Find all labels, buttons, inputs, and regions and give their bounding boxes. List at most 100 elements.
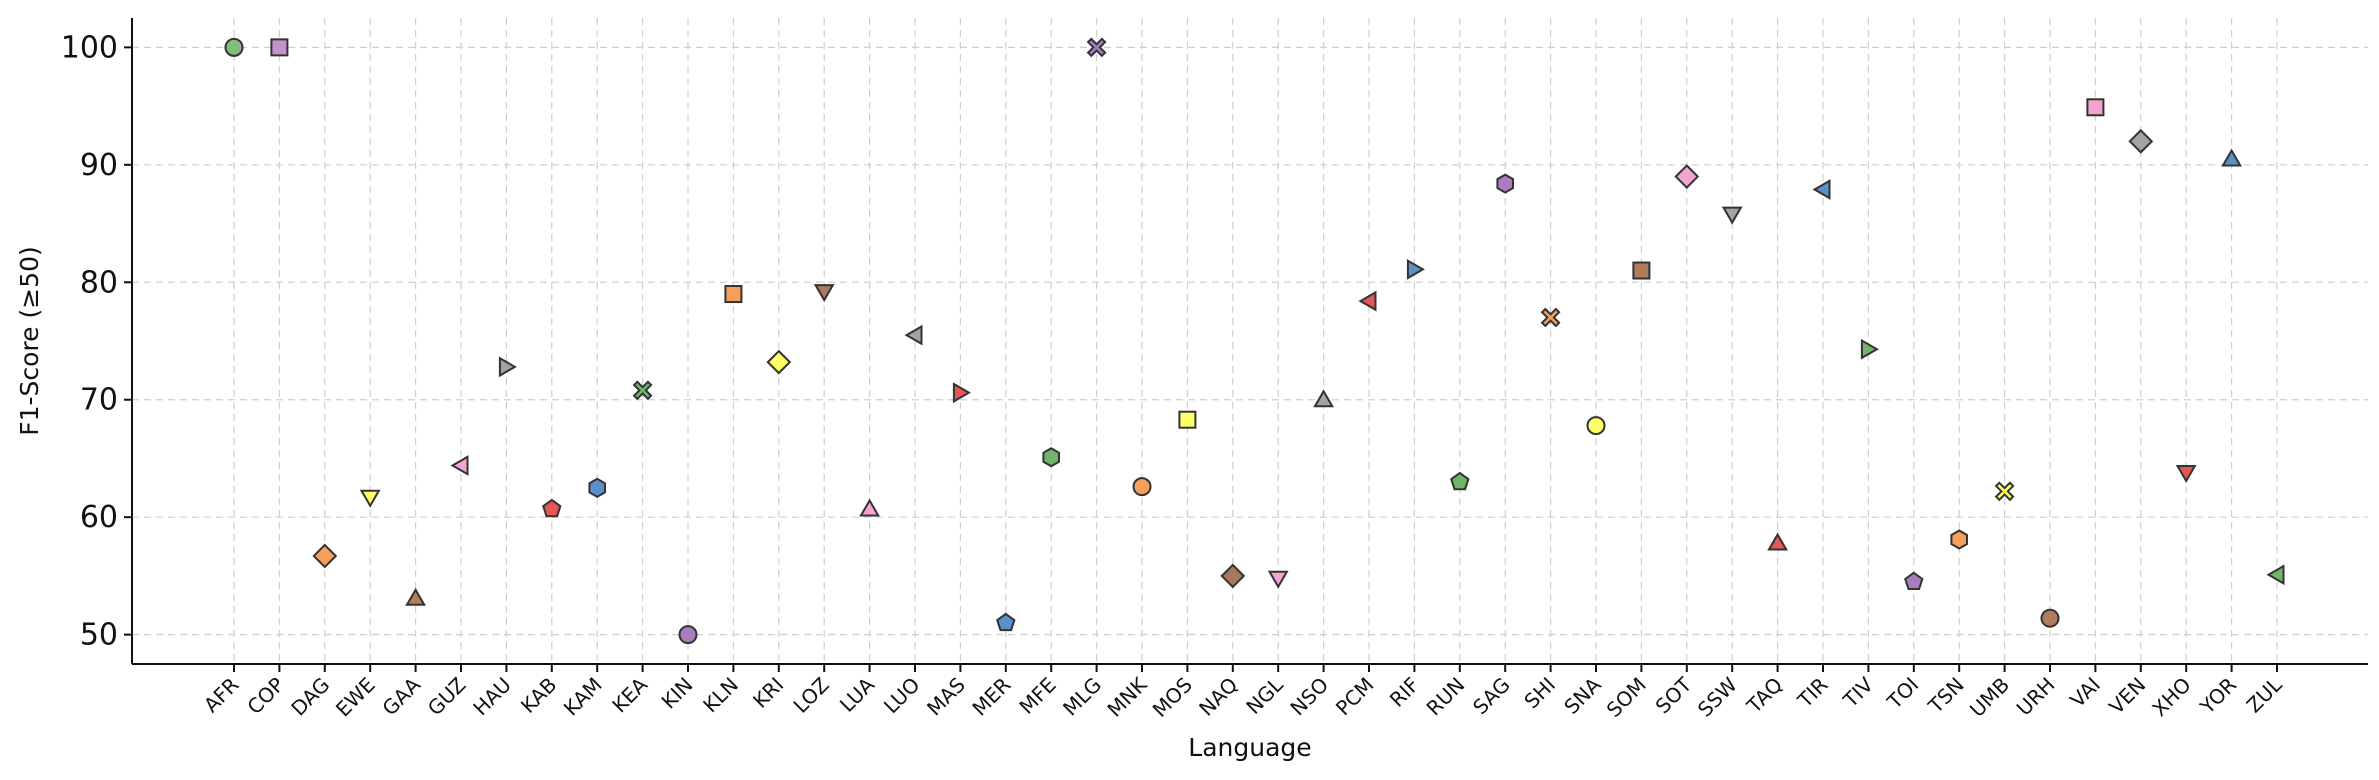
data-point-rif (1406, 258, 1425, 280)
x-tick-label: LOZ (789, 673, 834, 718)
y-axis-label: F1-Score (≥50) (15, 246, 44, 436)
x-tick-label: TIR (1792, 672, 1832, 712)
x-tick-label: MNK (1103, 672, 1153, 722)
data-point-kea (632, 380, 653, 401)
data-point-urh (2040, 608, 2060, 628)
x-tick-label: MFE (1014, 673, 1060, 719)
x-tick-label: AFR (199, 673, 244, 718)
data-point-sot (1674, 164, 1700, 189)
axes-layer (131, 18, 2368, 665)
data-point-tir (1812, 179, 1831, 200)
data-point-cop (270, 38, 289, 57)
data-point-mfe (1042, 447, 1060, 468)
data-point-sag (1496, 173, 1514, 194)
data-point-ngl (1267, 570, 1289, 589)
data-point-kln (724, 285, 743, 304)
data-point-tiv (1860, 338, 1879, 360)
x-tick-label: VEN (2104, 673, 2150, 719)
x-tick-label: SOM (1602, 673, 1651, 722)
x-tick-label: MOS (1148, 673, 1197, 722)
x-tick-label: SSW (1693, 672, 1742, 721)
x-tick-label: KRI (748, 673, 788, 713)
x-tick-label: KAM (559, 673, 607, 721)
x-tick-label: XHO (2147, 673, 2195, 721)
x-tick-label: SAG (1468, 673, 1515, 720)
x-tick-label: KIN (657, 673, 698, 714)
x-tick-label: ZUL (2242, 672, 2287, 717)
x-tick-label: TIV (1838, 672, 1878, 712)
data-point-gaa (405, 587, 426, 606)
data-point-kri (766, 349, 792, 375)
data-point-afr (224, 37, 244, 57)
x-tick-label: MLG (1058, 673, 1106, 721)
x-tick-label: TOI (1882, 673, 1924, 715)
y-tick-label: 80 (80, 265, 118, 300)
y-axis-ticks: 50 60 70 80 90 100 (61, 30, 132, 653)
x-tick-label: MAS (922, 673, 970, 721)
data-point-ewe (359, 489, 381, 508)
data-point-mas (952, 382, 971, 404)
data-point-lua (859, 498, 880, 517)
x-tick-label: HAU (468, 673, 516, 721)
x-tick-label: UMB (1965, 673, 2014, 722)
data-point-vai (2086, 98, 2105, 117)
data-point-mnk (1132, 477, 1152, 497)
x-tick-label: DAG (286, 673, 334, 721)
data-point-umb (1994, 481, 2015, 502)
x-tick-label: GUZ (423, 673, 471, 721)
data-point-sna (1586, 416, 1606, 436)
x-axis-label: Language (1188, 733, 1311, 762)
data-point-dag (312, 543, 338, 569)
grid-layer (132, 18, 2368, 664)
x-tick-label: GAA (377, 672, 425, 720)
x-tick-label: KLN (698, 673, 743, 718)
data-point-xho (2175, 465, 2197, 484)
x-tick-label: SOT (1651, 672, 1697, 718)
data-point-luo (904, 324, 923, 346)
data-point-guz (450, 455, 469, 476)
y-tick-label: 50 (80, 618, 118, 653)
data-point-zul (2266, 564, 2285, 586)
data-point-ven (2128, 128, 2154, 154)
x-tick-label: PCM (1331, 673, 1379, 721)
x-tick-label: NSO (1285, 673, 1333, 721)
x-tick-label: KEA (607, 672, 652, 717)
y-tick-label: 70 (80, 383, 118, 418)
x-tick-label: SNA (1559, 672, 1605, 718)
x-tick-label: YOR (2195, 672, 2242, 719)
data-point-mer (996, 612, 1016, 632)
x-tick-label: MER (967, 672, 1015, 720)
data-point-nso (1313, 389, 1334, 408)
data-point-kab (542, 498, 562, 518)
x-tick-label: EWE (331, 673, 380, 722)
data-point-tsn (1950, 529, 1968, 550)
data-point-shi (1540, 307, 1561, 328)
x-tick-label: RIF (1385, 673, 1424, 712)
x-tick-label: KAB (516, 673, 561, 718)
x-tick-label: TSN (1923, 673, 1969, 719)
data-point-yor (2221, 148, 2242, 167)
x-tick-label: NGL (1241, 672, 1288, 719)
data-point-som (1632, 261, 1651, 280)
x-tick-label: LUA (835, 672, 879, 716)
x-tick-label: RUN (1422, 673, 1470, 721)
data-point-mlg (1086, 37, 1107, 58)
data-point-hau (498, 356, 517, 378)
x-tick-label: LUO (879, 673, 925, 719)
x-tick-label: URH (2012, 673, 2060, 721)
y-tick-label: 60 (80, 500, 118, 535)
x-tick-label: NAQ (1194, 673, 1242, 721)
data-point-mos (1178, 410, 1197, 429)
y-tick-label: 90 (80, 148, 118, 183)
x-tick-label: TAQ (1741, 673, 1787, 719)
data-point-pcm (1358, 290, 1377, 312)
x-tick-label: SHI (1519, 673, 1560, 714)
data-point-ssw (1721, 206, 1743, 225)
x-tick-label: VAI (2065, 673, 2105, 713)
x-tick-label: COP (242, 673, 289, 720)
data-points (224, 37, 2285, 645)
data-point-toi (1904, 571, 1924, 591)
data-point-taq (1767, 532, 1788, 551)
